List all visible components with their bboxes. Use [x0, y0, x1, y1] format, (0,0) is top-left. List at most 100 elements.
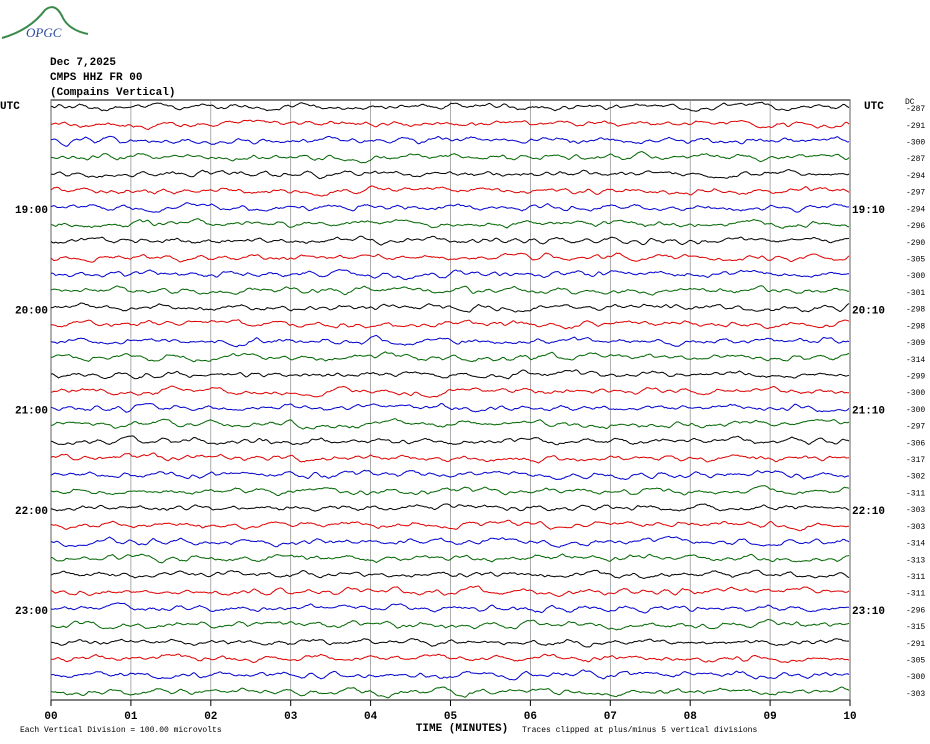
- trace: [50, 119, 850, 131]
- trace: [50, 653, 850, 664]
- dc-offset: -311: [906, 489, 925, 498]
- right-time-label: 19:10: [852, 205, 885, 217]
- dc-offset: -305: [906, 255, 925, 264]
- dc-offset: -296: [906, 222, 925, 231]
- dc-offset: -317: [906, 456, 925, 465]
- dc-offset: -298: [906, 322, 925, 331]
- dc-offset: -300: [906, 406, 925, 415]
- trace: [50, 218, 850, 229]
- trace: [50, 435, 850, 446]
- x-tick-label: 02: [204, 711, 217, 723]
- trace: [50, 485, 850, 496]
- dc-offset: -303: [906, 523, 925, 532]
- trace: [50, 452, 850, 464]
- dc-offset: -311: [906, 590, 925, 599]
- trace: [50, 185, 850, 197]
- dc-offset: -302: [906, 473, 925, 482]
- logo-mountain: [1, 6, 89, 39]
- dc-offset: -314: [906, 540, 925, 549]
- dc-offset: -297: [906, 189, 925, 198]
- trace: [50, 535, 850, 548]
- dc-offset: -287: [906, 105, 925, 114]
- trace: [50, 150, 850, 164]
- x-tick-label: 10: [843, 711, 856, 723]
- date: Dec 7,2025: [50, 57, 116, 69]
- dc-offset: -290: [906, 239, 925, 248]
- logo-text: OPGC: [26, 25, 62, 40]
- x-tick-label: 03: [284, 711, 298, 723]
- right-time-label: 22:10: [852, 506, 885, 518]
- trace: [50, 585, 850, 597]
- trace: [50, 268, 850, 281]
- dc-offset: -300: [906, 272, 925, 281]
- trace: [50, 686, 850, 699]
- dc-offset: -299: [906, 372, 925, 381]
- dc-title: DC: [905, 98, 915, 107]
- right-time-label: 21:10: [852, 406, 885, 418]
- x-tick-label: 04: [364, 711, 378, 723]
- trace: [50, 285, 850, 296]
- x-tick-label: 09: [763, 711, 776, 723]
- dc-offset: -291: [906, 122, 925, 131]
- trace: [50, 135, 850, 147]
- x-tick-label: 08: [684, 711, 698, 723]
- trace: [50, 503, 850, 512]
- dc-offset: -298: [906, 306, 925, 315]
- trace: [50, 569, 850, 580]
- dc-offset: -301: [906, 289, 925, 298]
- dc-offset: -305: [906, 657, 925, 666]
- left-time-label: 22:00: [15, 506, 48, 518]
- logo: OPGC: [1, 6, 89, 40]
- trace: [50, 351, 850, 363]
- dc-offset: -294: [906, 205, 925, 214]
- dc-offset: -303: [906, 690, 925, 699]
- x-tick-label: 06: [524, 711, 537, 723]
- left-time-label: 23:00: [15, 606, 48, 618]
- trace: [50, 618, 850, 631]
- trace: [50, 602, 849, 614]
- dc-offset: -296: [906, 606, 925, 615]
- trace: [50, 519, 850, 532]
- clip-note: Traces clipped at plus/minus 5 vertical …: [522, 726, 757, 735]
- trace: [50, 334, 850, 348]
- dc-offset: -309: [906, 339, 925, 348]
- dc-offset: -300: [906, 389, 925, 398]
- x-axis-title: TIME (MINUTES): [416, 723, 508, 735]
- trace: [50, 101, 850, 112]
- x-tick-label: 07: [604, 711, 617, 723]
- x-tick-label: 01: [124, 711, 138, 723]
- trace: [50, 369, 850, 380]
- left-time-label: 19:00: [15, 205, 48, 217]
- dc-offset: -313: [906, 556, 925, 565]
- dc-offset: -300: [906, 139, 925, 148]
- x-tick-label: 05: [444, 711, 458, 723]
- dc-offset: -311: [906, 573, 925, 582]
- scale-note: Each Vertical Division = 100.00 microvol…: [20, 726, 222, 735]
- left-time-label: 20:00: [15, 305, 48, 317]
- trace: [50, 469, 849, 481]
- left-axis-title: UTC: [0, 101, 20, 113]
- dc-offset: -315: [906, 623, 925, 632]
- right-time-label: 20:10: [852, 305, 885, 317]
- station: CMPS HHZ FR 00: [50, 72, 142, 84]
- trace: [50, 402, 850, 413]
- trace: [50, 669, 850, 681]
- dc-offset: -303: [906, 506, 925, 515]
- trace: [50, 302, 850, 313]
- dc-offset: -297: [906, 423, 925, 432]
- description: (Compains Vertical): [50, 87, 175, 99]
- left-time-label: 21:00: [15, 406, 48, 418]
- trace: [51, 418, 850, 430]
- right-time-label: 23:10: [852, 606, 885, 618]
- dc-offset: -314: [906, 356, 925, 365]
- trace: [50, 168, 850, 180]
- trace: [50, 385, 849, 398]
- trace: [50, 319, 850, 330]
- dc-offset: -287: [906, 155, 925, 164]
- dc-offset: -306: [906, 439, 925, 448]
- right-axis-title: UTC: [864, 101, 884, 113]
- x-tick-label: 00: [44, 711, 57, 723]
- dc-offset: -294: [906, 172, 925, 181]
